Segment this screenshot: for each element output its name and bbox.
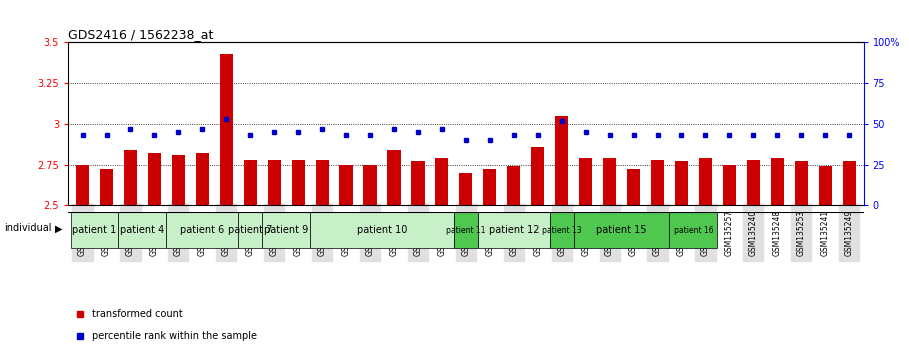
Bar xyxy=(292,160,305,354)
Bar xyxy=(603,158,616,354)
Bar xyxy=(670,212,717,248)
Bar xyxy=(843,161,855,354)
Text: patient 9: patient 9 xyxy=(264,225,308,235)
Bar xyxy=(819,166,832,354)
Text: percentile rank within the sample: percentile rank within the sample xyxy=(92,331,257,341)
Text: patient 6: patient 6 xyxy=(180,225,225,235)
Bar xyxy=(262,212,310,248)
Bar xyxy=(339,165,353,354)
Bar xyxy=(478,212,550,248)
Text: transformed count: transformed count xyxy=(92,309,183,319)
Bar xyxy=(76,165,89,354)
Bar xyxy=(220,54,233,354)
Text: patient 15: patient 15 xyxy=(596,225,647,235)
Bar xyxy=(651,160,664,354)
Bar xyxy=(579,158,593,354)
Bar xyxy=(71,212,118,248)
Text: patient 12: patient 12 xyxy=(488,225,539,235)
Bar xyxy=(531,147,544,354)
Bar xyxy=(574,212,670,248)
Bar xyxy=(244,160,257,354)
Bar xyxy=(674,161,688,354)
Bar xyxy=(555,116,568,354)
Bar xyxy=(124,150,137,354)
Bar xyxy=(100,170,113,354)
Text: patient 4: patient 4 xyxy=(120,225,165,235)
Bar xyxy=(627,170,640,354)
Bar xyxy=(364,165,376,354)
Text: patient 1: patient 1 xyxy=(73,225,116,235)
Bar xyxy=(459,173,473,354)
Bar xyxy=(507,166,520,354)
Bar xyxy=(747,160,760,354)
Text: patient 11: patient 11 xyxy=(446,225,485,235)
Bar xyxy=(166,212,238,248)
Bar xyxy=(699,158,712,354)
Text: patient 13: patient 13 xyxy=(542,225,582,235)
Bar xyxy=(550,212,574,248)
Text: patient 10: patient 10 xyxy=(357,225,407,235)
Bar xyxy=(454,212,478,248)
Bar xyxy=(238,212,262,248)
Bar xyxy=(412,161,425,354)
Bar xyxy=(172,155,185,354)
Bar xyxy=(310,212,454,248)
Bar xyxy=(723,165,736,354)
Bar xyxy=(435,158,448,354)
Text: patient 7: patient 7 xyxy=(228,225,273,235)
Bar xyxy=(118,212,166,248)
Bar xyxy=(267,160,281,354)
Text: individual: individual xyxy=(5,223,52,233)
Bar xyxy=(771,158,784,354)
Text: GDS2416 / 1562238_at: GDS2416 / 1562238_at xyxy=(68,28,214,41)
Bar xyxy=(794,161,808,354)
Bar xyxy=(484,170,496,354)
Text: ▶: ▶ xyxy=(55,223,62,233)
Bar xyxy=(387,150,401,354)
Bar xyxy=(148,153,161,354)
Text: patient 16: patient 16 xyxy=(674,225,714,235)
Bar xyxy=(195,153,209,354)
Bar xyxy=(315,160,329,354)
